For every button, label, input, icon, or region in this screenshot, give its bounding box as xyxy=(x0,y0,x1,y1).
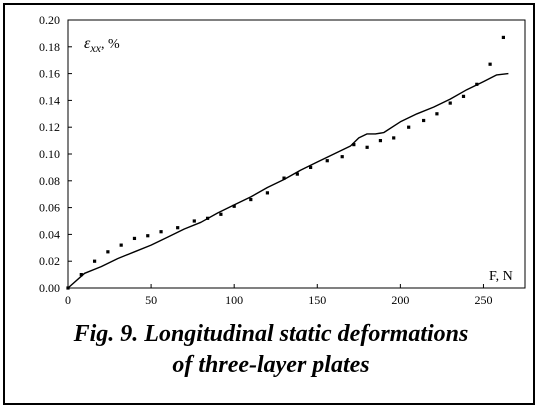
x-tick-label: 100 xyxy=(225,293,243,307)
plot-area xyxy=(67,19,526,289)
fitted-curve-line xyxy=(67,72,509,289)
plot-border xyxy=(67,19,526,289)
data-point xyxy=(352,143,356,147)
y-tick-label: 0.08 xyxy=(39,174,60,188)
data-point xyxy=(176,226,180,230)
x-tick-label: 0 xyxy=(65,293,71,307)
y-tick-label: 0.04 xyxy=(39,227,60,241)
data-point xyxy=(106,250,110,254)
data-point xyxy=(461,94,466,98)
data-point xyxy=(435,112,439,116)
data-point xyxy=(501,35,505,40)
y-tick-label: 0.18 xyxy=(39,40,60,54)
data-point xyxy=(232,204,236,208)
caption-line-1: Fig. 9. Longitudinal static deformations xyxy=(73,321,469,347)
data-point xyxy=(295,172,299,176)
y-tick-label: 0.14 xyxy=(39,93,60,107)
data-point xyxy=(79,273,83,277)
data-point xyxy=(132,236,137,241)
y-axis-label-symbol: ε xyxy=(84,35,91,52)
data-point xyxy=(119,243,123,247)
caption-line-2: of three-layer plates xyxy=(172,352,370,378)
data-point xyxy=(146,234,150,238)
data-point xyxy=(219,212,223,216)
y-tick-label: 0.16 xyxy=(39,67,60,81)
y-axis-label-unit: , % xyxy=(101,37,120,52)
y-tick-label: 0.06 xyxy=(39,201,60,215)
y-axis-label-subscript: xx xyxy=(89,41,101,55)
data-point xyxy=(407,125,411,129)
axis-ticks: 0.00 0.02 0.04 0.06 0.08 0.10 0.12 0.14 0.16 0.18… xyxy=(39,13,492,307)
data-point xyxy=(159,230,163,234)
y-tick-label: 0.00 xyxy=(39,281,60,295)
x-tick-label: 250 xyxy=(474,293,492,307)
data-point xyxy=(448,101,452,105)
data-point xyxy=(325,159,329,163)
y-tick-label: 0.20 xyxy=(39,13,60,27)
data-point xyxy=(488,62,492,66)
data-point xyxy=(92,259,97,263)
data-point xyxy=(249,197,253,202)
data-point xyxy=(378,139,383,143)
data-point xyxy=(265,191,270,195)
data-point xyxy=(192,219,196,223)
data-point xyxy=(365,145,369,149)
x-axis-label: F, N xyxy=(489,269,513,284)
data-point xyxy=(309,165,313,169)
y-tick-label: 0.10 xyxy=(39,147,60,161)
y-tick-label: 0.12 xyxy=(39,120,60,134)
y-tick-label: 0.02 xyxy=(39,254,60,268)
data-point xyxy=(282,176,286,180)
figure-frame xyxy=(3,3,535,405)
x-tick-label: 50 xyxy=(145,293,157,307)
y-axis-label: εxx, % xyxy=(84,35,120,55)
chart-marks xyxy=(66,35,509,290)
x-tick-label: 150 xyxy=(308,293,326,307)
data-point xyxy=(340,155,344,159)
data-point xyxy=(422,118,426,123)
data-point xyxy=(392,136,396,140)
x-tick-label: 200 xyxy=(391,293,409,307)
